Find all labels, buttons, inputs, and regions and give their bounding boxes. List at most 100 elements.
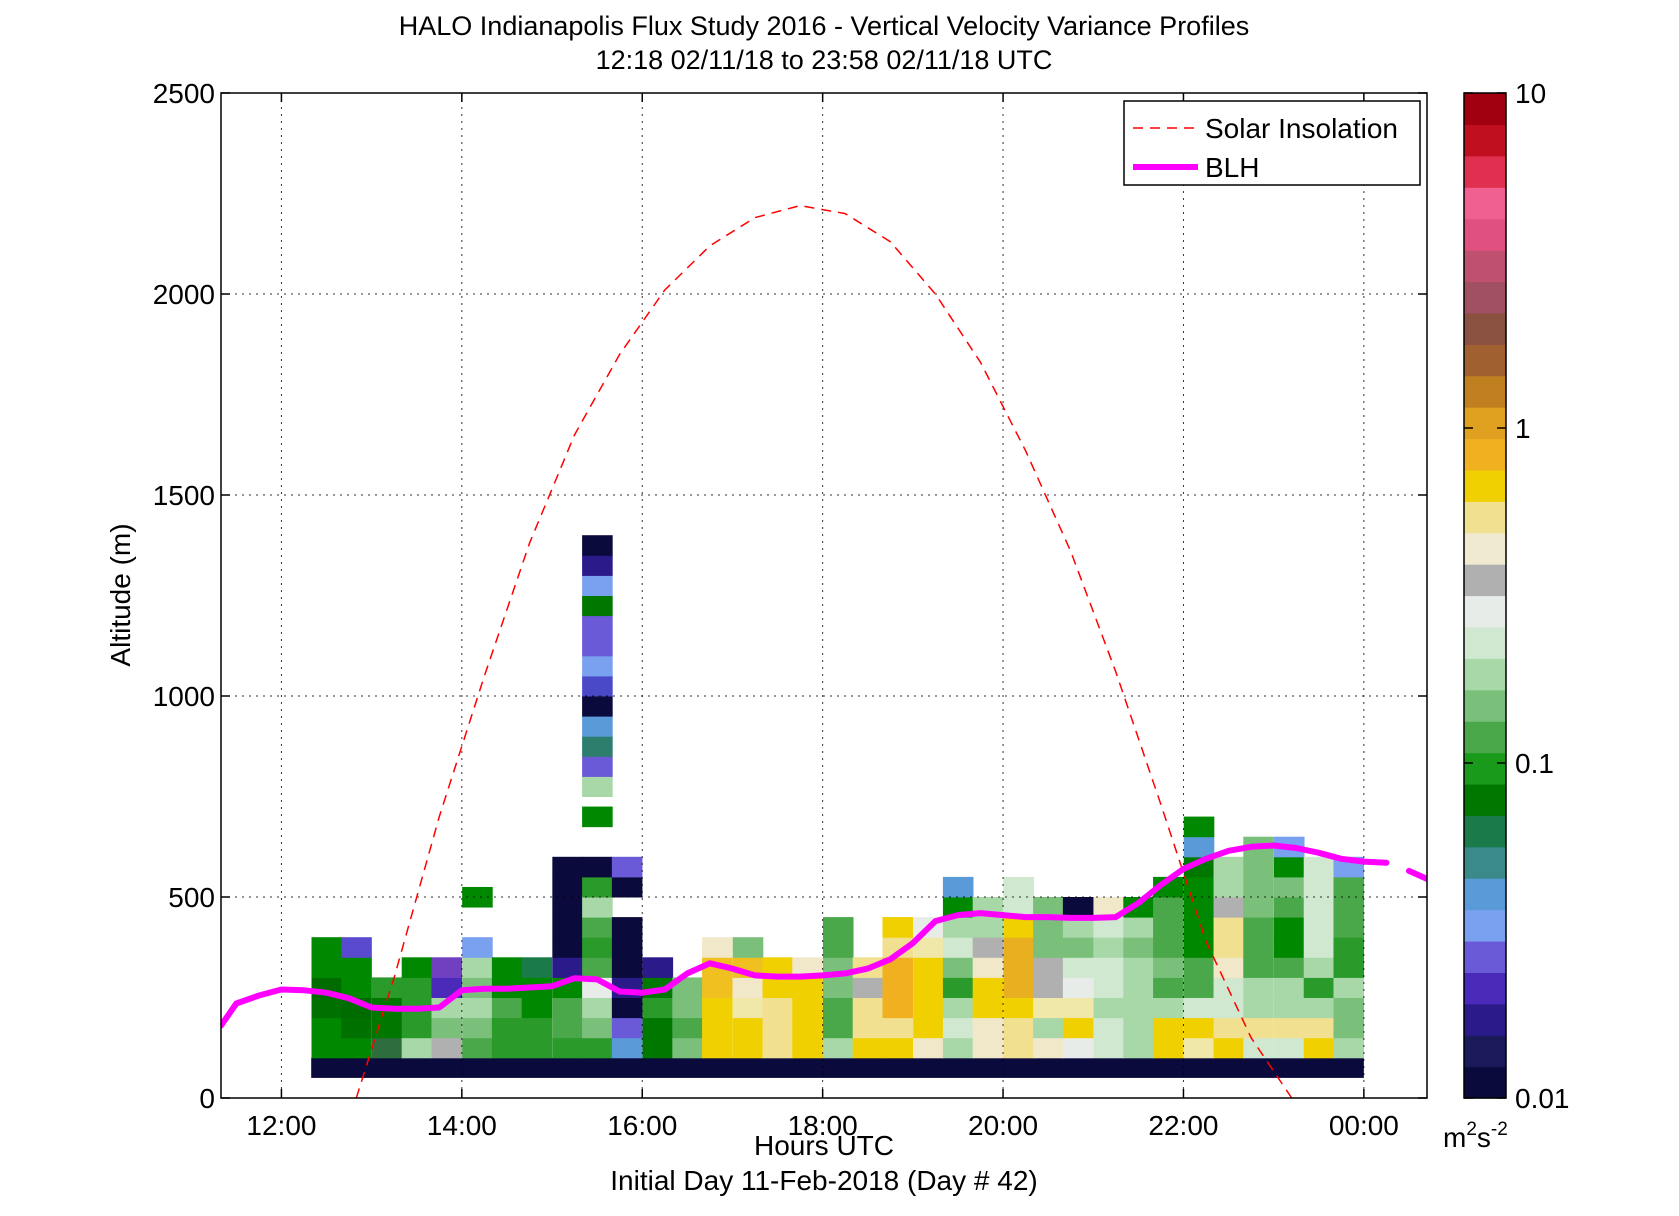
heatmap-cell [552,957,583,978]
heatmap-cell [882,997,914,1019]
heatmap-cell [1213,977,1245,998]
heatmap-cell [762,997,794,1019]
heatmap-cell [672,977,703,998]
heatmap-cell [401,1017,433,1039]
heatmap-cell [401,977,433,998]
heatmap-cell [462,997,493,1019]
colorbar-segment [1464,689,1506,722]
heatmap-cell [311,1017,343,1039]
colorbar-segment [1464,438,1506,471]
heatmap-cell [1273,957,1305,978]
heatmap-cell [552,1037,583,1059]
heatmap-cell [431,997,463,1019]
heatmap-cell [762,977,794,998]
x-tick-label: 12:00 [246,1110,316,1141]
heatmap-cell [972,957,1004,978]
heatmap-cell [972,1037,1004,1059]
heatmap-cell [582,575,613,596]
heatmap-cell [822,997,854,1019]
heatmap-cell [762,957,794,978]
heatmap-cell [582,555,613,576]
colorbar-segment [1464,595,1506,628]
x-tick-label: 14:00 [427,1110,497,1141]
colorbar-segment [1464,658,1506,691]
heatmap-cell [582,595,613,617]
heatmap-cell [792,997,823,1019]
heatmap-cell [1153,1037,1184,1059]
colorbar-frame [1463,92,1507,1099]
heatmap-cell [1003,997,1034,1019]
colorbar-segment [1464,469,1506,502]
heatmap-cell [972,937,1004,958]
colorbar-segment [1464,532,1506,565]
heatmap-cell [582,635,613,657]
colorbar-segment [1464,281,1506,314]
y-axis-label: Altitude (m) [105,523,136,666]
heatmap-cell [1333,897,1365,918]
heatmap-cells [311,535,1365,1078]
heatmap-cell [1273,977,1305,998]
colorbar-segment [1464,752,1506,785]
heatmap-cell [913,997,944,1019]
heatmap-cell [611,917,643,938]
heatmap-cell [1123,977,1154,998]
heatmap-cell [462,957,493,978]
colorbar-segment [1464,375,1506,408]
legend-label-blh: BLH [1205,152,1259,183]
heatmap-cell [792,1037,823,1059]
heatmap-cell [702,977,733,998]
heatmap-cell [552,897,583,918]
heatmap-cell [491,1017,523,1039]
heatmap-cell [1303,856,1335,878]
heatmap-cell [762,1017,794,1039]
heatmap-cell [1123,937,1154,958]
colorbar-segment [1464,1035,1506,1068]
colorbar-segment [1464,250,1506,283]
heatmap-cell [552,917,583,938]
heatmap-cell [1183,977,1215,998]
colorbar-segment [1464,93,1506,126]
heatmap-cell [822,937,854,958]
heatmap-cell [702,1017,733,1039]
heatmap-cell [1243,937,1274,958]
heatmap-cell [431,957,463,978]
heatmap-cell [1303,876,1335,898]
heatmap-cell [582,696,613,717]
heatmap-cell [942,917,974,938]
heatmap-cell [462,937,493,958]
heatmap-cell [1062,1037,1094,1059]
heatmap-cell [1033,937,1064,958]
heatmap-cell [1333,1017,1365,1039]
heatmap-cell [1213,897,1245,918]
heatmap-cell [491,997,523,1019]
colorbar-segment [1464,940,1506,973]
heatmap-cell [1183,1017,1215,1039]
heatmap-cell [882,977,914,998]
heatmap-cell [582,535,613,556]
x-tick-label: 18:00 [788,1110,858,1141]
heatmap-cell [1243,897,1274,918]
heatmap-cell [1093,917,1125,938]
heatmap-cell [1273,856,1305,878]
heatmap-cell [1303,937,1335,958]
colorbar-segment [1464,407,1506,440]
heatmap-cell [1033,1037,1064,1059]
heatmap-cell [1243,997,1274,1019]
heatmap-cell [1003,977,1034,998]
x-axis-ticks: 12:00 14:00 16:00 18:00 20:00 22:00 00:00 [246,93,1399,1141]
heatmap-cell [913,937,944,958]
heatmap-cell [1093,1037,1125,1059]
heatmap-cell [582,806,613,828]
heatmap-cell [582,615,613,637]
heatmap-cell [1093,977,1125,998]
heatmap-cell [822,1017,854,1039]
heatmap-cell [642,997,674,1019]
heatmap-cell [1243,917,1274,938]
heatmap-cell [611,1017,643,1039]
heatmap-cell [1183,997,1215,1019]
heatmap-cell [582,736,613,757]
colorbar-segment [1464,846,1506,879]
heatmap-cell [1123,1037,1154,1059]
x-tick-label: 00:00 [1329,1110,1399,1141]
colorbar-unit: m2s-2 [1443,1119,1508,1153]
